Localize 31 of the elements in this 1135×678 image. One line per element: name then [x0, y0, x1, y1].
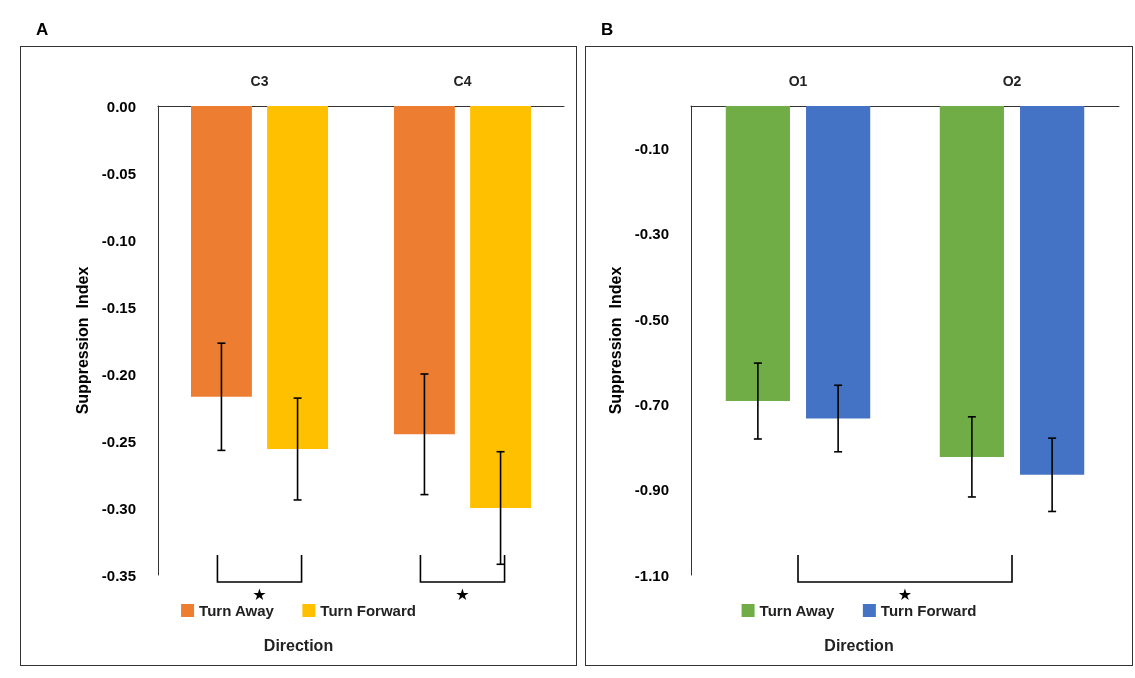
x-tick-label: O1	[788, 73, 808, 89]
y-axis-title: Suppression Index	[607, 266, 625, 415]
x-tick-label: C4	[453, 73, 472, 89]
legend-label: Turn Forward	[320, 602, 416, 619]
y-tick-label: -0.15	[101, 298, 136, 316]
text: ★	[897, 584, 913, 604]
y-tick-label: -0.30	[101, 499, 136, 517]
y-tick-label: -0.90	[634, 481, 669, 499]
y-axis-title: Suppression Index	[74, 266, 92, 415]
y-tick-label: -0.05	[101, 164, 136, 182]
y-tick-label: 0.00	[106, 97, 136, 115]
x-tick-label: O2	[1002, 73, 1022, 89]
y-tick-label: -0.10	[634, 140, 669, 158]
y-tick-label: -0.70	[634, 395, 669, 413]
legend-label: Turn Forward	[880, 602, 977, 619]
x-axis-title: Direction	[824, 636, 894, 654]
y-tick-label: -0.50	[634, 310, 669, 328]
y-tick-label: -1.10	[634, 566, 669, 584]
y-tick-label: -0.30	[634, 225, 669, 243]
y-tick-label: -0.25	[101, 432, 136, 450]
chart-title: A	[36, 20, 49, 40]
x-axis-title: Direction	[263, 636, 334, 654]
legend-label: Turn Away	[759, 602, 835, 619]
y-tick-label: -0.10	[101, 231, 136, 249]
text: ★	[252, 584, 267, 604]
y-tick-label: -0.35	[101, 566, 136, 584]
x-tick-label: C3	[250, 73, 269, 89]
chart-title: B	[601, 20, 614, 40]
y-tick-label: -0.20	[101, 365, 136, 383]
legend-label: Turn Away	[199, 602, 275, 619]
text: ★	[455, 584, 470, 604]
